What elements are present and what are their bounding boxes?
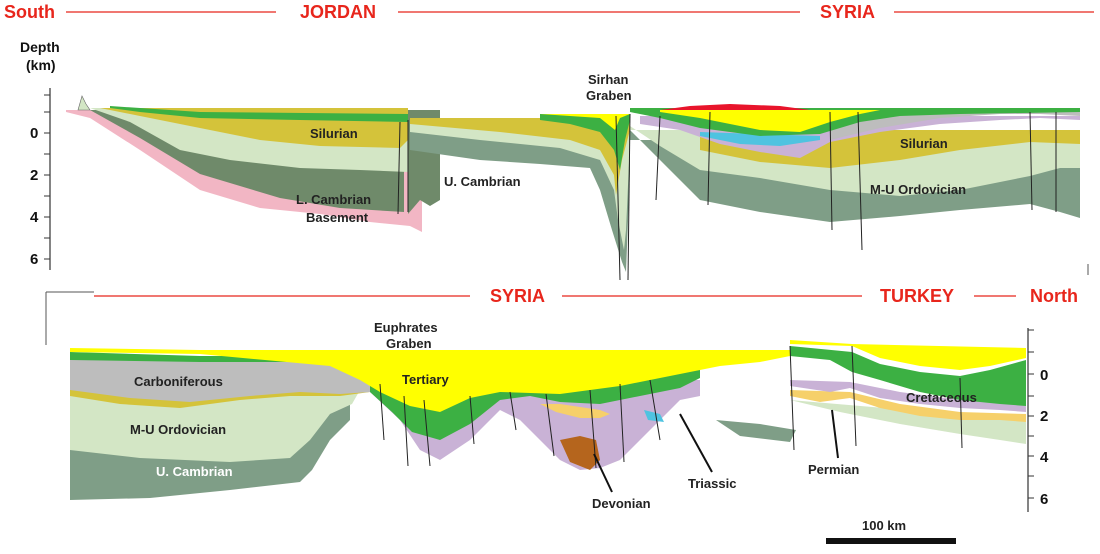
label-euphrates: Euphrates bbox=[374, 320, 438, 335]
cretaceous-layer-right-bottom bbox=[790, 346, 1026, 406]
basement-peak bbox=[77, 95, 91, 111]
label-l-cambrian: L. Cambrian bbox=[296, 192, 371, 207]
tick-0: 0 bbox=[1040, 367, 1048, 384]
tick-6: 6 bbox=[30, 251, 38, 268]
south-label: South bbox=[4, 2, 55, 22]
label-silurian-left: Silurian bbox=[310, 126, 358, 141]
jurassic-layer-bottom bbox=[644, 410, 664, 422]
devonian-layer-upper bbox=[540, 404, 610, 418]
u-cambrian-layer-middle bbox=[410, 118, 630, 272]
axis-title-depth: Depth bbox=[20, 39, 60, 55]
cretaceous-layer-left bbox=[110, 106, 408, 122]
ordovician-layer-right-bottom bbox=[790, 400, 1026, 444]
syria-bottom-label: SYRIA bbox=[490, 286, 545, 306]
tertiary-layer-right bbox=[660, 110, 880, 132]
callout-devonian bbox=[593, 453, 613, 493]
ordovician-layer-middle bbox=[410, 118, 630, 250]
label-basement: Basement bbox=[306, 210, 369, 225]
tertiary-layer-right-bottom bbox=[790, 340, 1026, 370]
label-silurian-right: Silurian bbox=[900, 136, 948, 151]
syria-top-label: SYRIA bbox=[820, 2, 875, 22]
tick-2: 2 bbox=[1040, 408, 1048, 425]
label-permian: Permian bbox=[808, 462, 859, 477]
label-sirhan: Sirhan bbox=[588, 72, 629, 87]
bottom-depth-axis: 0 2 4 6 bbox=[1027, 328, 1049, 512]
label-u-cambrian-top: U. Cambrian bbox=[444, 174, 521, 189]
triassic-layer-right-bottom bbox=[790, 380, 1026, 412]
permian-layer bbox=[790, 390, 1026, 422]
carboniferous-layer-right bbox=[830, 112, 1080, 140]
callout-permian bbox=[831, 409, 839, 459]
label-graben: Graben bbox=[586, 88, 632, 103]
label-cretaceous: Cretaceous bbox=[906, 390, 977, 405]
scale-bar-rect bbox=[826, 538, 956, 544]
label-mu-ordovician-top: M-U Ordovician bbox=[870, 182, 966, 197]
cretaceous-layer-middle bbox=[540, 114, 630, 170]
label-u-cambrian-bottom: U. Cambrian bbox=[156, 464, 233, 479]
silurian-layer-middle bbox=[410, 118, 630, 195]
carboniferous-layer-bottom bbox=[70, 360, 370, 402]
north-label: North bbox=[1030, 286, 1078, 306]
top-depth-axis: Depth (km) 0 2 4 6 bbox=[20, 39, 60, 270]
tertiary-layer-bottom bbox=[70, 348, 790, 412]
scale-bar-label: 100 km bbox=[862, 518, 906, 533]
label-graben-euphrates: Graben bbox=[386, 336, 432, 351]
scale-bar: 100 km bbox=[826, 518, 956, 544]
u-cambrian-block-small bbox=[716, 420, 796, 442]
label-triassic: Triassic bbox=[688, 476, 736, 491]
jordan-label: JORDAN bbox=[300, 2, 376, 22]
tick-0: 0 bbox=[30, 125, 38, 142]
turkey-label: TURKEY bbox=[880, 286, 954, 306]
callout-triassic bbox=[679, 413, 713, 473]
tick-4: 4 bbox=[1040, 449, 1049, 466]
label-tertiary: Tertiary bbox=[402, 372, 449, 387]
devonian-layer bbox=[560, 436, 600, 470]
label-devonian: Devonian bbox=[592, 496, 651, 511]
bottom-cross-section: Euphrates Graben Carboniferous Tertiary … bbox=[70, 320, 1026, 511]
tick-4: 4 bbox=[30, 209, 39, 226]
tertiary-layer-middle bbox=[410, 114, 630, 130]
top-header: South JORDAN SYRIA bbox=[4, 2, 1094, 22]
tick-6: 6 bbox=[1040, 491, 1048, 508]
volcanic-layer bbox=[660, 104, 810, 110]
label-carboniferous: Carboniferous bbox=[134, 374, 223, 389]
fault-lines-top bbox=[397, 111, 1057, 281]
axis-title-km: (km) bbox=[26, 57, 56, 73]
top-cross-section: Silurian L. Cambrian Basement U. Cambria… bbox=[66, 72, 1080, 281]
jurassic-layer-right bbox=[700, 132, 820, 146]
bottom-header: SYRIA TURKEY North bbox=[45, 264, 1089, 345]
label-mu-ordovician-bottom: M-U Ordovician bbox=[130, 422, 226, 437]
tick-2: 2 bbox=[30, 167, 38, 184]
